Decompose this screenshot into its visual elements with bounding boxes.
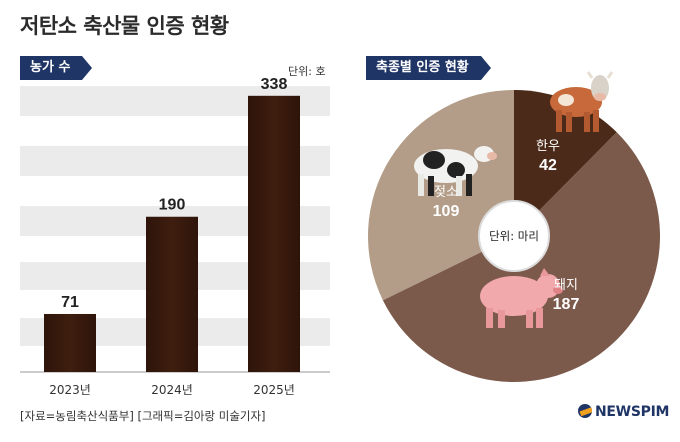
pie-chart-heading: 축종별 인증 현황	[366, 56, 491, 80]
newspim-logo: NEWSPIM	[578, 404, 669, 420]
pie-slice-name: 한우	[536, 139, 560, 154]
pig-leg	[486, 308, 493, 328]
bar-value-label: 71	[61, 294, 79, 311]
pig-leg	[498, 310, 505, 328]
cow-leg	[566, 112, 572, 132]
dairy-spot	[423, 151, 445, 169]
cow-snout	[594, 93, 606, 101]
logo-text: NEWSPIM	[595, 404, 670, 420]
cow-leg	[593, 110, 599, 132]
pig-ear	[540, 268, 550, 276]
cow-leg	[556, 110, 562, 132]
dairy-leg	[418, 174, 424, 196]
pie-slice	[368, 90, 514, 301]
bar-chart-heading: 농가 수	[20, 56, 93, 80]
pig-icon	[480, 268, 563, 328]
source-credit: [자료=농림축산식품부] [그래픽=김아랑 미술기자]	[20, 409, 266, 423]
dairy-snout	[487, 152, 497, 160]
bar	[44, 313, 96, 372]
pie-slice-name: 젖소	[434, 185, 458, 200]
pie-slice	[514, 90, 617, 236]
bar-value-label: 190	[159, 197, 186, 214]
x-tick-label: 2025년	[253, 383, 295, 397]
bar-chart-heading-label: 농가 수	[30, 60, 71, 75]
dairy-leg	[466, 174, 472, 196]
pig-body	[480, 276, 548, 316]
cow-horns	[586, 71, 614, 79]
chart-title: 저탄소 축산물 인증 현황	[20, 14, 229, 38]
dairy-cow-icon	[414, 146, 497, 196]
pig-leg	[526, 310, 533, 328]
pie-slice-value: 42	[539, 157, 557, 174]
x-tick-label: 2024년	[151, 383, 193, 397]
pig-leg	[536, 308, 543, 328]
bar	[248, 95, 300, 372]
pie-slice-name: 돼지	[554, 278, 578, 293]
pie-center-circle	[478, 200, 550, 272]
dairy-leg	[428, 176, 434, 196]
dairy-spot	[447, 162, 465, 178]
pig-snout	[553, 286, 563, 294]
newspim-logo-icon	[578, 404, 592, 418]
bar-chart-unit: 단위: 호	[288, 65, 326, 78]
x-tick-label: 2023년	[49, 383, 91, 397]
pie-chart-heading-label: 축종별 인증 현황	[376, 60, 469, 75]
pie-center-label: 단위: 마리	[489, 229, 539, 243]
cow-leg	[584, 112, 590, 132]
bar	[146, 216, 198, 372]
pie-slice-value: 187	[553, 296, 580, 313]
cow-icon	[550, 71, 614, 132]
bar-value-label: 338	[261, 76, 288, 93]
cow-patch	[558, 94, 574, 106]
pie-slice-value: 109	[433, 203, 460, 220]
dairy-leg	[456, 176, 462, 196]
